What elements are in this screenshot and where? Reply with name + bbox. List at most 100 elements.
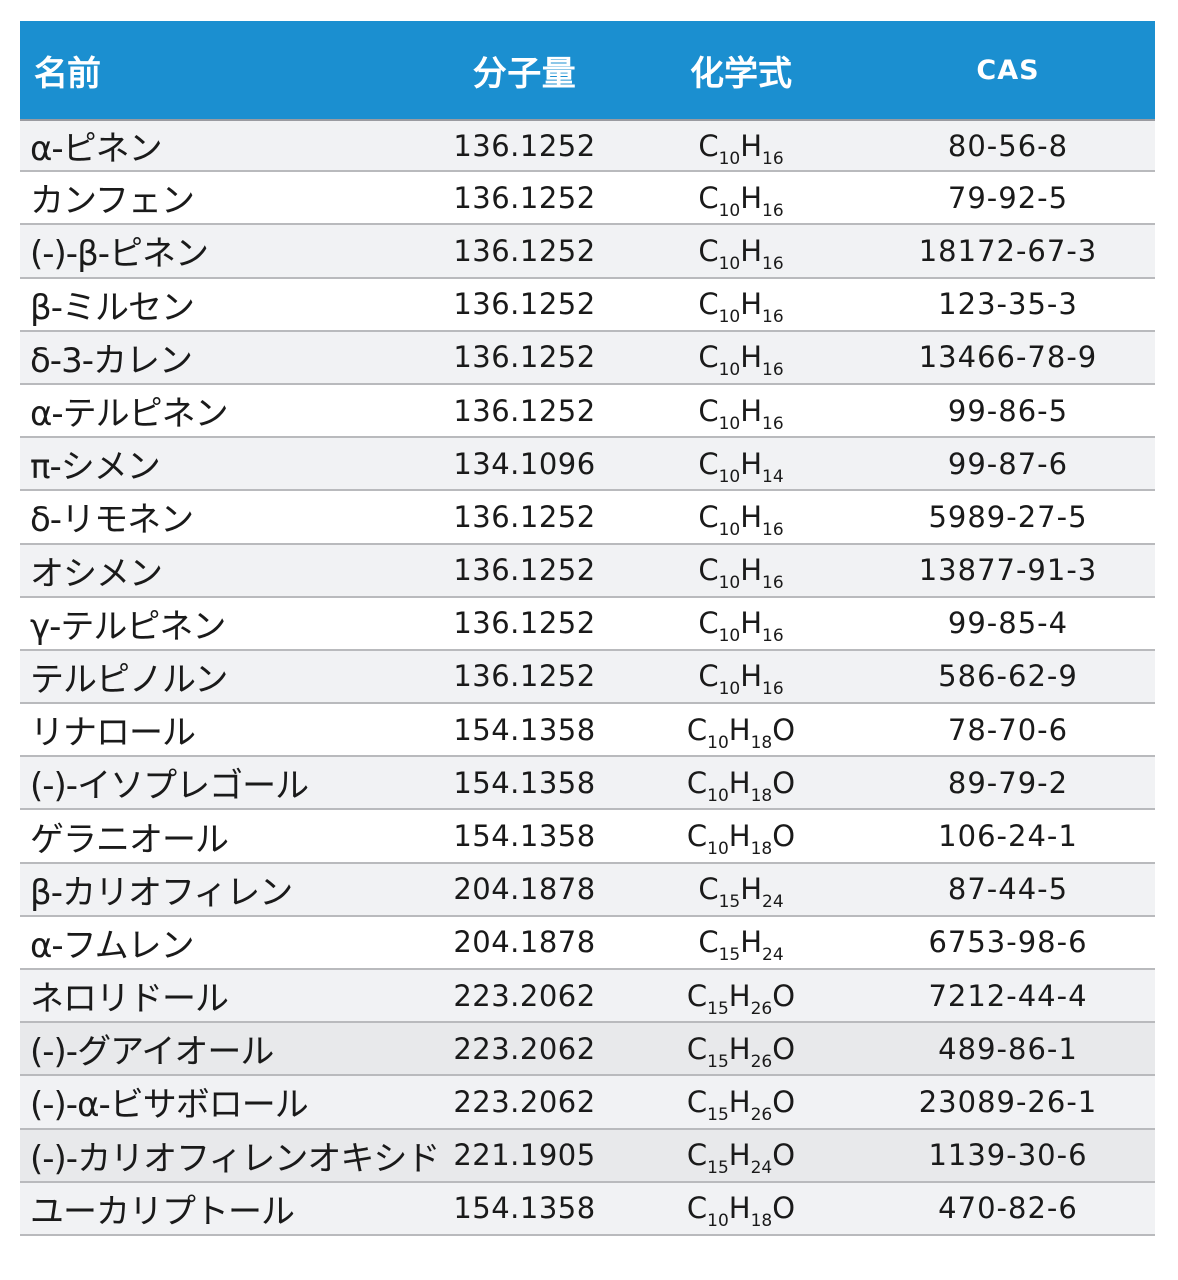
table-row: (-)-イソプレゴール 154.1358 C10H18O 89-79-2 [20, 757, 1155, 811]
formula-hydrogen-count: 16 [762, 253, 784, 274]
molecular-weight: 136.1252 [453, 606, 596, 641]
chemical-formula: C10H18O [621, 1191, 861, 1230]
formula-carbon-count: 10 [718, 679, 741, 700]
compound-name: テルピノルン [30, 659, 228, 700]
compound-name: (-)-カリオフィレンオキシド [30, 1138, 440, 1179]
chemical-formula: C15H24 [621, 925, 861, 964]
compound-name: γ-テルピネン [30, 606, 226, 647]
table-row: オシメン 136.1252 C10H16 13877-91-3 [20, 544, 1155, 598]
compound-name: (-)-α-ビサボロール [30, 1085, 309, 1126]
molecular-weight: 154.1358 [453, 712, 596, 747]
chemical-formula: C15H26O [621, 1031, 861, 1071]
molecular-weight: 136.1252 [453, 499, 596, 534]
formula-carbon-count: 10 [718, 307, 741, 328]
compound-name: オシメン [30, 553, 163, 594]
table-row: β-ミルセン 136.1252 C10H16 123-35-3 [20, 278, 1155, 332]
header-chemical-formula: 化学式 [690, 53, 792, 94]
chemical-formula: C15H24 [621, 872, 861, 911]
formula-hydrogen-count: 26 [750, 1051, 773, 1072]
formula-hydrogen: H [728, 1084, 751, 1119]
cas-number: 106-24-1 [938, 819, 1078, 854]
molecular-weight: 223.2062 [453, 978, 596, 1013]
formula-oxygen: O [772, 978, 796, 1013]
formula-hydrogen-count: 16 [762, 573, 784, 594]
cas-number: 80-56-8 [947, 128, 1069, 163]
chemical-formula: C10H16 [621, 234, 861, 273]
formula-carbon-count: 15 [707, 1051, 729, 1072]
table-row: α-ピネン 136.1252 C10H16 80-56-8 [20, 119, 1155, 173]
cas-number: 23089-26-1 [918, 1084, 1098, 1119]
formula-oxygen: O [772, 712, 796, 747]
formula-carbon-count: 15 [707, 1158, 729, 1179]
cas-number: 13877-91-3 [918, 553, 1098, 588]
formula-hydrogen: H [740, 340, 763, 375]
molecular-weight: 136.1252 [453, 287, 596, 322]
formula-hydrogen-count: 16 [762, 626, 784, 647]
table-row: ネロリドール 223.2062 C15H26O 7212-44-4 [20, 970, 1155, 1024]
table-header: 名前 分子量 化学式 CAS [20, 21, 1155, 119]
cas-number: 78-70-6 [947, 712, 1069, 747]
table-row: (-)-β-ピネン 136.1252 C10H16 18172-67-3 [20, 225, 1155, 279]
table-row: テルピノルン 136.1252 C10H16 586-62-9 [20, 650, 1155, 705]
formula-carbon: C [686, 765, 708, 800]
formula-carbon-count: 10 [718, 360, 741, 381]
header-name: 名前 [34, 53, 101, 94]
formula-hydrogen: H [740, 446, 763, 481]
compound-name: β-ミルセン [30, 287, 195, 328]
formula-hydrogen-count: 24 [762, 892, 784, 913]
header-cas: CAS [976, 54, 1040, 86]
table-row: π-シメン 134.1096 C10H14 99-87-6 [20, 438, 1155, 492]
compound-name: リナロール [30, 713, 196, 754]
formula-carbon-count: 10 [707, 785, 729, 806]
formula-carbon-count: 15 [707, 998, 729, 1019]
formula-carbon: C [686, 712, 708, 747]
cas-number: 99-85-4 [947, 606, 1069, 641]
table-row: ゲラニオール 154.1358 C10H18O 106-24-1 [20, 810, 1155, 864]
molecular-weight: 221.1905 [453, 1138, 596, 1173]
formula-hydrogen-count: 18 [750, 785, 773, 806]
formula-hydrogen: H [740, 180, 763, 215]
cas-number: 489-86-1 [938, 1031, 1078, 1066]
chemical-formula: C10H16 [621, 500, 861, 539]
formula-carbon-count: 10 [718, 148, 741, 169]
formula-hydrogen-count: 18 [750, 1211, 773, 1232]
molecular-weight: 204.1878 [453, 872, 596, 907]
formula-carbon: C [698, 925, 719, 960]
formula-carbon-count: 10 [718, 519, 741, 540]
formula-hydrogen-count: 16 [762, 360, 784, 381]
formula-hydrogen: H [740, 393, 763, 428]
table-row: α-テルピネン 136.1252 C10H16 99-86-5 [20, 384, 1155, 439]
cas-number: 6753-98-6 [928, 925, 1088, 960]
molecular-weight: 136.1252 [453, 233, 596, 268]
cas-number: 123-35-3 [938, 287, 1078, 322]
header-molecular-weight: 分子量 [472, 53, 577, 94]
chemical-formula: C10H16 [621, 393, 861, 433]
table-row: δ-リモネン 136.1252 C10H16 5989-27-5 [20, 491, 1155, 545]
molecular-weight: 154.1358 [453, 819, 596, 854]
molecular-weight: 136.1252 [453, 180, 596, 215]
molecular-weight: 136.1252 [453, 659, 596, 694]
cas-number: 13466-78-9 [918, 340, 1098, 375]
molecular-weight: 136.1252 [453, 128, 596, 163]
compound-name: ネロリドール [30, 979, 229, 1020]
formula-hydrogen: H [728, 1031, 751, 1066]
cas-number: 87-44-5 [947, 872, 1069, 907]
cas-number: 586-62-9 [938, 659, 1078, 694]
cas-number: 99-87-6 [947, 446, 1069, 481]
compound-name: ユーカリプトール [30, 1191, 295, 1232]
formula-hydrogen-count: 24 [750, 1158, 773, 1179]
formula-carbon: C [698, 659, 719, 694]
formula-oxygen: O [772, 1191, 796, 1226]
formula-hydrogen-count: 16 [762, 307, 784, 328]
formula-carbon-count: 10 [718, 466, 741, 487]
formula-hydrogen: H [728, 765, 751, 800]
formula-hydrogen-count: 26 [750, 1104, 773, 1125]
molecular-weight: 223.2062 [453, 1084, 596, 1119]
chemical-formula: C10H16 [621, 340, 861, 379]
formula-hydrogen-count: 14 [762, 466, 784, 487]
table-row: δ-3-カレン 136.1252 C10H16 13466-78-9 [20, 331, 1155, 385]
formula-hydrogen: H [740, 925, 763, 960]
formula-hydrogen-count: 16 [762, 519, 784, 540]
molecular-weight: 136.1252 [453, 340, 596, 375]
compound-name: α-フムレン [30, 925, 195, 966]
